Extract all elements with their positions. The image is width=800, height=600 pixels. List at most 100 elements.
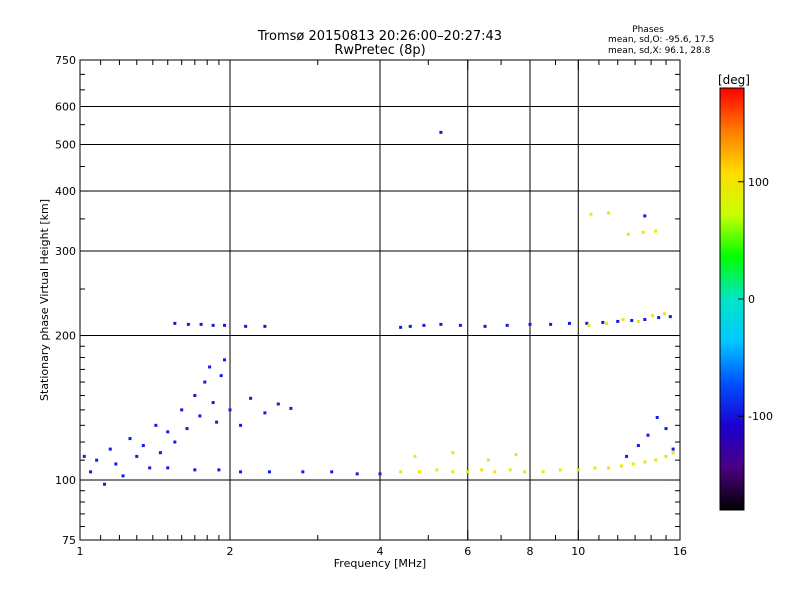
data-point xyxy=(508,468,512,472)
x-tick-label: 6 xyxy=(464,545,471,558)
data-point xyxy=(378,472,382,476)
data-point xyxy=(641,230,645,234)
data-point xyxy=(198,414,202,418)
data-point xyxy=(630,318,634,322)
data-point xyxy=(239,470,243,474)
data-point xyxy=(466,470,470,474)
data-point xyxy=(199,322,203,326)
data-point xyxy=(439,130,443,134)
data-point xyxy=(211,401,215,405)
data-point xyxy=(422,323,426,327)
data-point xyxy=(601,320,605,324)
data-point xyxy=(654,458,658,462)
data-point xyxy=(643,317,647,321)
data-point xyxy=(664,454,668,458)
data-point xyxy=(244,324,248,328)
colorbar-tick-label: 100 xyxy=(748,176,769,189)
data-point xyxy=(301,470,305,474)
data-point xyxy=(505,323,509,327)
data-point xyxy=(451,470,455,474)
x-tick-label: 8 xyxy=(527,545,534,558)
grid-layer xyxy=(80,60,680,540)
data-point xyxy=(186,322,190,326)
data-point xyxy=(671,451,675,455)
data-point xyxy=(239,423,243,427)
data-point xyxy=(121,474,125,478)
stats-heading: Phases xyxy=(632,25,664,35)
data-point xyxy=(148,466,152,470)
data-point xyxy=(657,316,661,320)
data-point xyxy=(636,444,640,448)
data-point xyxy=(626,232,630,236)
data-point xyxy=(223,358,227,362)
data-point xyxy=(408,324,412,328)
data-point xyxy=(605,321,609,325)
data-point xyxy=(451,451,455,455)
data-point xyxy=(355,472,359,476)
data-point xyxy=(108,447,112,451)
data-point xyxy=(82,454,86,458)
data-point xyxy=(493,470,497,474)
data-point xyxy=(263,411,267,415)
y-tick-label: 600 xyxy=(55,101,76,114)
data-point xyxy=(621,317,625,321)
y-tick-label: 200 xyxy=(55,330,76,343)
data-point xyxy=(486,458,490,462)
data-point xyxy=(276,402,280,406)
data-point xyxy=(607,211,611,215)
y-tick-label: 400 xyxy=(55,185,76,198)
data-point xyxy=(193,468,197,472)
data-point xyxy=(651,314,655,318)
data-point xyxy=(619,464,623,468)
tick-layer: 1 2 4 6 8 10 16 75 100 200 300 400 500 600 750 xyxy=(55,54,687,558)
data-point xyxy=(203,380,207,384)
data-point xyxy=(643,460,647,464)
data-point xyxy=(114,462,118,466)
chart-title: Tromsø 20150813 20:26:00–20:27:43 xyxy=(257,29,502,44)
colorbar-label: [deg] xyxy=(718,73,750,87)
data-point xyxy=(249,396,253,400)
data-point xyxy=(166,466,170,470)
data-point xyxy=(435,468,439,472)
data-point xyxy=(541,470,545,474)
data-point xyxy=(228,408,232,412)
data-point xyxy=(593,466,597,470)
data-point xyxy=(399,325,403,329)
data-point xyxy=(417,470,421,474)
data-point xyxy=(193,394,197,398)
data-point xyxy=(173,440,177,444)
data-point xyxy=(483,324,487,328)
x-tick-label: 16 xyxy=(673,545,687,558)
data-point xyxy=(89,470,93,474)
data-point xyxy=(528,322,532,326)
data-point xyxy=(514,453,518,457)
x-axis-label: Frequency [MHz] xyxy=(334,557,426,570)
y-tick-label: 75 xyxy=(62,534,76,547)
stats-line-x: mean, sd,X: 96.1, 28.8 xyxy=(608,46,711,56)
data-point xyxy=(289,406,293,410)
x-tick-label: 4 xyxy=(377,545,384,558)
data-point xyxy=(458,323,462,327)
data-point xyxy=(95,458,99,462)
data-point xyxy=(625,454,629,458)
data-point xyxy=(103,482,107,486)
y-tick-label: 100 xyxy=(55,474,76,487)
data-point xyxy=(631,462,635,466)
colorbar-tick-label: 0 xyxy=(748,293,755,306)
data-point xyxy=(413,454,417,458)
data-point xyxy=(166,430,170,434)
data-point xyxy=(643,214,647,218)
data-point xyxy=(549,322,553,326)
colorbar-tick-label: -100 xyxy=(748,410,773,423)
data-point xyxy=(587,323,591,327)
data-point xyxy=(576,468,580,472)
data-point xyxy=(128,437,132,441)
colorbar-tick-layer: 100 0 -100 xyxy=(738,176,773,423)
data-point xyxy=(636,319,640,323)
chart-subtitle: RwPretec (8p) xyxy=(334,43,425,58)
data-point xyxy=(646,433,650,437)
data-point xyxy=(558,468,562,472)
data-point xyxy=(616,319,620,323)
data-point xyxy=(263,324,267,328)
